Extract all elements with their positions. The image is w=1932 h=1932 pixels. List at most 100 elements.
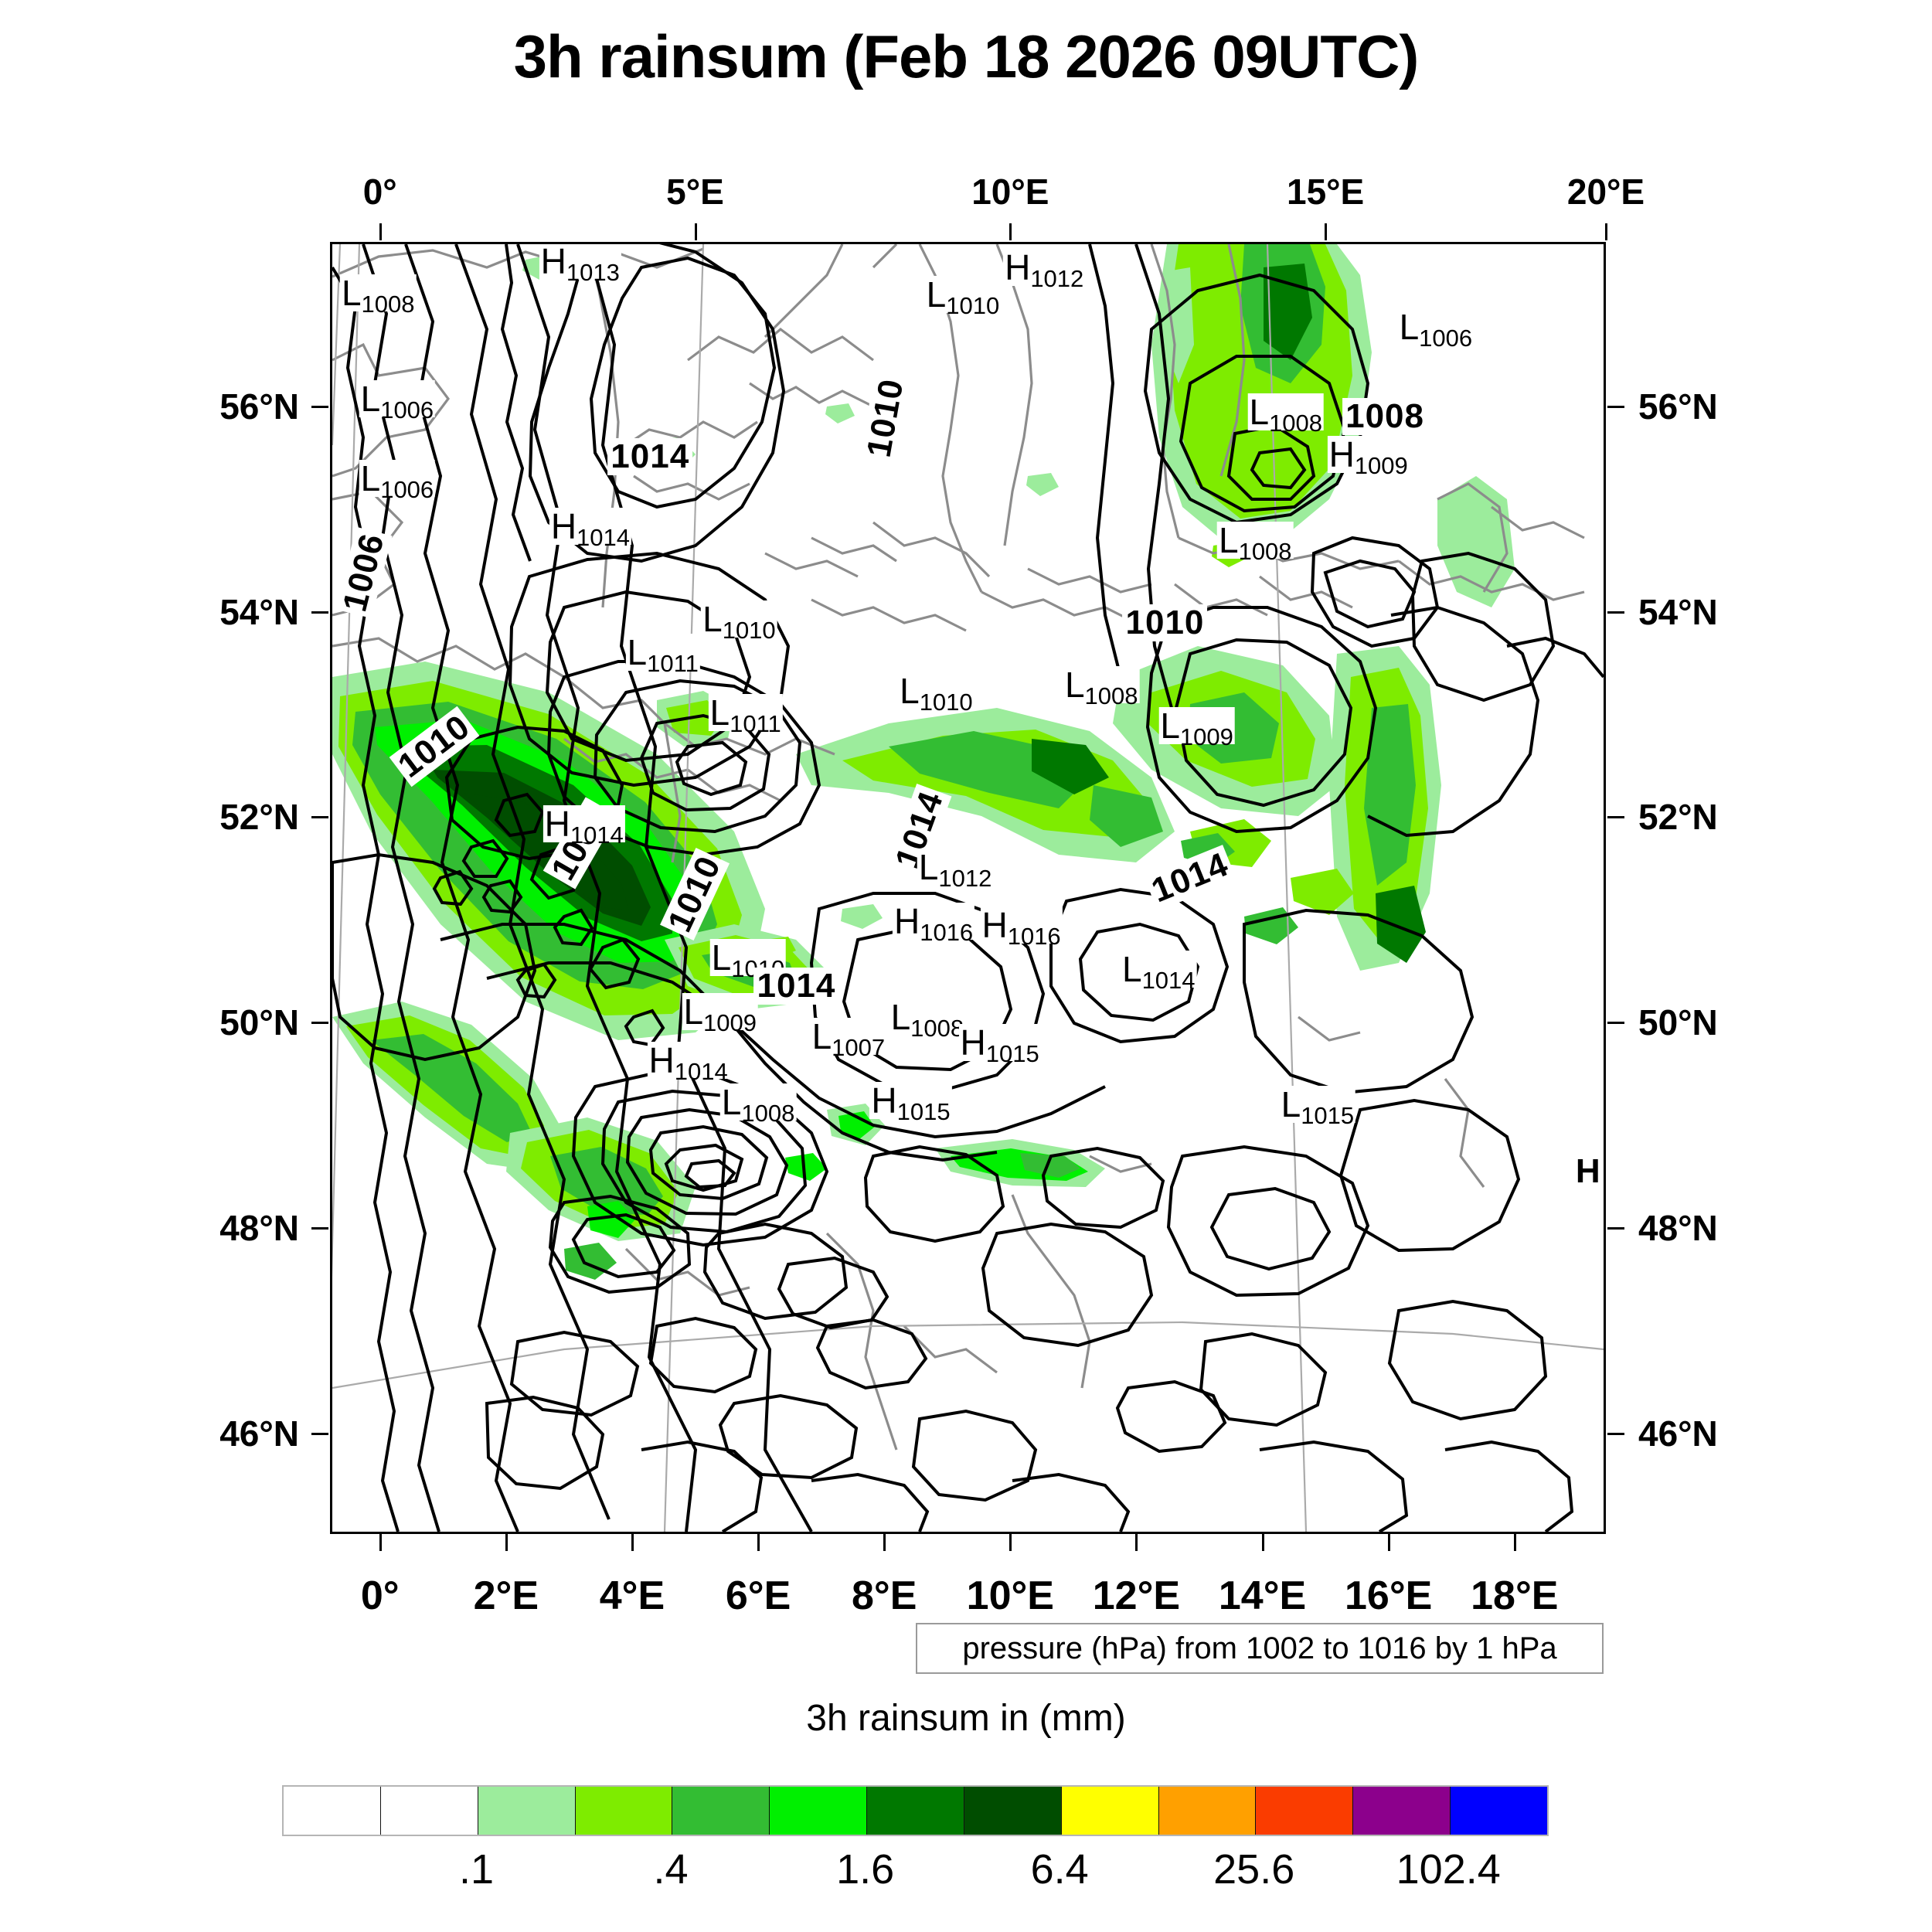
left-axis-tick bbox=[311, 611, 328, 614]
colorbar-cell[interactable] bbox=[1256, 1787, 1354, 1835]
colorbar-cell[interactable] bbox=[964, 1787, 1062, 1835]
pressure-center-label: H1012 bbox=[1003, 247, 1086, 292]
left-axis-label: 52°N bbox=[219, 797, 299, 838]
top-axis-tick bbox=[1605, 223, 1607, 240]
bottom-axis-label: 14°E bbox=[1218, 1573, 1307, 1618]
bottom-axis-label: 10°E bbox=[966, 1573, 1054, 1618]
colorbar[interactable] bbox=[282, 1785, 1549, 1836]
bottom-axis-label: 6°E bbox=[725, 1573, 791, 1618]
pressure-center-label: H1015 bbox=[869, 1080, 952, 1125]
bottom-axis-label: 4°E bbox=[599, 1573, 665, 1618]
colorbar-cell[interactable] bbox=[1158, 1787, 1257, 1835]
pressure-center-label: L1007 bbox=[810, 1015, 887, 1061]
pressure-center-label: L1008 bbox=[889, 996, 966, 1042]
isobar-value-label: 1008 bbox=[1342, 398, 1427, 436]
left-axis-label: 50°N bbox=[219, 1002, 299, 1043]
map-frame: H1013 L1008 L1010 H1012 L1006 L1006 L1006 L1008… bbox=[330, 242, 1606, 1534]
left-axis-label: 46°N bbox=[219, 1413, 299, 1454]
right-axis-label: 54°N bbox=[1638, 591, 1718, 632]
left-axis-tick bbox=[311, 1227, 328, 1230]
colorbar-cell[interactable] bbox=[575, 1787, 673, 1835]
colorbar-tick-label: 25.6 bbox=[1213, 1846, 1295, 1893]
pressure-center-label: H1013 bbox=[539, 242, 621, 286]
right-axis-tick bbox=[1607, 1022, 1624, 1025]
colorbar-caption: 3h rainsum in (mm) bbox=[806, 1698, 1126, 1739]
pressure-center-label: H1016 bbox=[892, 901, 975, 947]
pressure-center-label: H1014 bbox=[647, 1040, 730, 1086]
top-axis-label: 20°E bbox=[1566, 172, 1645, 212]
bottom-axis-label: 12°E bbox=[1092, 1573, 1181, 1618]
pressure-center-label: L1006 bbox=[359, 458, 436, 504]
right-axis-label: 46°N bbox=[1638, 1413, 1718, 1454]
bottom-axis-label: 18°E bbox=[1471, 1573, 1559, 1618]
pressure-center-label: L1010 bbox=[924, 274, 1002, 319]
pressure-center-label: L1009 bbox=[682, 991, 758, 1036]
pressure-center-label: L1008 bbox=[1247, 391, 1325, 437]
bottom-axis-tick bbox=[1387, 1534, 1390, 1551]
pressure-center-label: L1011 bbox=[708, 692, 783, 738]
left-axis-label: 54°N bbox=[219, 591, 299, 632]
pressure-center-label: H1009 bbox=[1327, 434, 1410, 479]
right-axis-label: 48°N bbox=[1638, 1208, 1718, 1249]
pressure-center-label: L1010 bbox=[701, 598, 777, 644]
bottom-axis-tick bbox=[757, 1534, 760, 1551]
bottom-axis-label: 2°E bbox=[473, 1573, 539, 1618]
colorbar-tick-label: 6.4 bbox=[1030, 1846, 1089, 1893]
isobar-value-label: 1010 bbox=[1122, 604, 1208, 641]
isobar-value-label: 1014 bbox=[753, 967, 839, 1005]
isobar-contours bbox=[332, 244, 1604, 1532]
pressure-center-label: L1008 bbox=[339, 273, 417, 318]
colorbar-cell[interactable] bbox=[1353, 1787, 1451, 1835]
pressure-center-label: L1009 bbox=[1158, 706, 1235, 751]
bottom-axis-label: 16°E bbox=[1344, 1573, 1433, 1618]
right-axis-label: 56°N bbox=[1638, 386, 1718, 427]
weather-map-svg bbox=[332, 244, 1604, 1532]
pressure-center-label: L1011 bbox=[625, 632, 700, 678]
colorbar-tick-label: .4 bbox=[653, 1846, 689, 1893]
colorbar-cell[interactable] bbox=[284, 1787, 381, 1835]
colorbar-tick-label: 102.4 bbox=[1396, 1846, 1501, 1893]
pressure-legend-text: pressure (hPa) from 1002 to 1016 by 1 hP… bbox=[962, 1631, 1557, 1665]
colorbar-tick-label: .1 bbox=[459, 1846, 495, 1893]
bottom-axis-tick bbox=[1135, 1534, 1138, 1551]
pressure-center-label: L1012 bbox=[917, 847, 994, 893]
bottom-axis-tick bbox=[1009, 1534, 1012, 1551]
colorbar-cell[interactable] bbox=[478, 1787, 576, 1835]
bottom-axis-tick bbox=[1513, 1534, 1516, 1551]
colorbar-cell[interactable] bbox=[380, 1787, 478, 1835]
bottom-axis-tick bbox=[505, 1534, 508, 1551]
pressure-center-label: L1015 bbox=[1279, 1083, 1356, 1129]
bottom-axis-tick bbox=[1261, 1534, 1264, 1551]
left-axis-tick bbox=[311, 405, 328, 408]
top-axis-tick bbox=[379, 223, 382, 240]
pressure-center-label: H1014 bbox=[549, 505, 632, 551]
left-axis-tick bbox=[311, 1432, 328, 1435]
left-axis-tick bbox=[311, 1022, 328, 1025]
pressure-center-label: H1016 bbox=[980, 905, 1063, 951]
bottom-axis-label: 0° bbox=[360, 1573, 400, 1618]
top-axis-label: 0° bbox=[362, 172, 397, 212]
left-axis-tick bbox=[311, 816, 328, 819]
top-axis-label: 5°E bbox=[666, 172, 724, 212]
map-container[interactable]: H1013 L1008 L1010 H1012 L1006 L1006 L1006 L1008… bbox=[330, 242, 1606, 1534]
top-axis-label: 15°E bbox=[1286, 172, 1365, 212]
right-axis-tick bbox=[1607, 1432, 1624, 1435]
pressure-center-label: L1014 bbox=[1120, 948, 1197, 994]
bottom-axis-label: 8°E bbox=[851, 1573, 917, 1618]
pressure-center-label: L1010 bbox=[898, 671, 975, 716]
pressure-center-label: L1008 bbox=[1063, 664, 1140, 709]
top-axis-tick bbox=[1009, 223, 1012, 240]
left-axis-label: 48°N bbox=[219, 1208, 299, 1249]
colorbar-cell[interactable] bbox=[1451, 1787, 1547, 1835]
bottom-axis-tick bbox=[379, 1534, 382, 1551]
colorbar-cell[interactable] bbox=[770, 1787, 868, 1835]
right-axis-tick bbox=[1607, 1227, 1624, 1230]
isobar-value-label: H bbox=[1572, 1152, 1604, 1190]
right-axis-label: 52°N bbox=[1638, 797, 1718, 838]
bottom-axis-tick bbox=[883, 1534, 886, 1551]
colorbar-cell[interactable] bbox=[1061, 1787, 1159, 1835]
colorbar-cell[interactable] bbox=[672, 1787, 770, 1835]
pressure-center-label: H1014 bbox=[543, 803, 625, 849]
colorbar-cell[interactable] bbox=[867, 1787, 964, 1835]
right-axis-tick bbox=[1607, 816, 1624, 819]
